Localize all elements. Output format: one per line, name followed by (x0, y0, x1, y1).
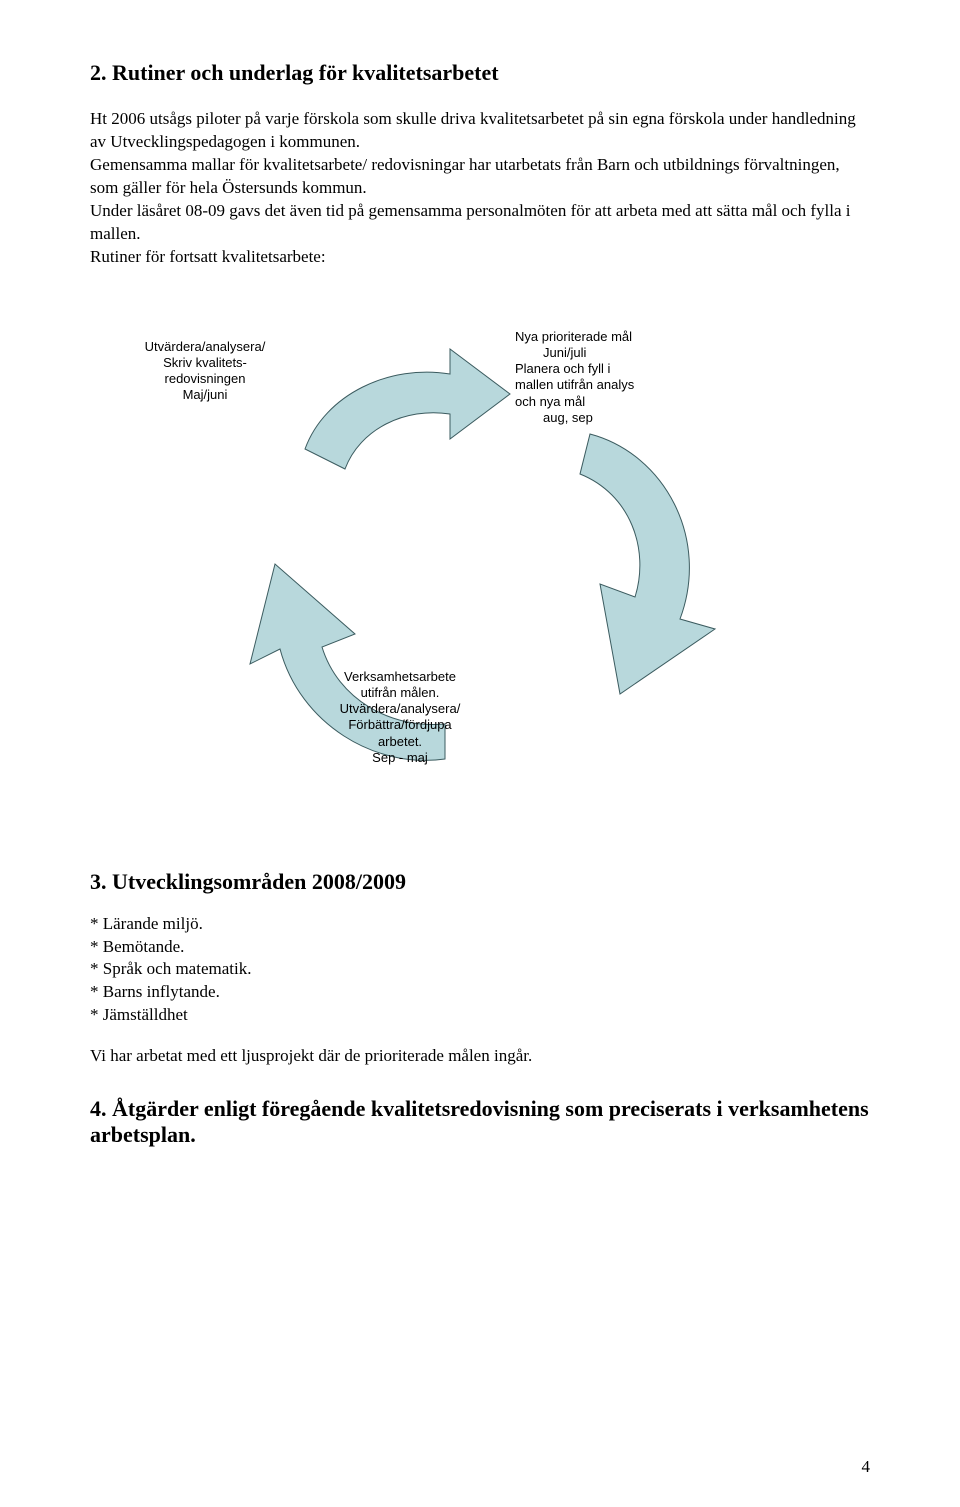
bottom-l5: arbetet. (378, 734, 422, 749)
left-l2: Skriv kvalitets- (163, 355, 247, 370)
p4: Rutiner för fortsatt kvalitetsarbete: (90, 247, 326, 266)
right-l3: Planera och fyll i (515, 361, 610, 376)
section-3-bullets: * Lärande miljö. * Bemötande. * Språk oc… (90, 913, 870, 1028)
bullet-5: * Jämställdhet (90, 1005, 188, 1024)
p2: Gemensamma mallar för kvalitetsarbete/ r… (90, 155, 840, 197)
right-l5: och nya mål (515, 394, 585, 409)
right-l6: aug, sep (515, 410, 593, 425)
section-3-paragraph: Vi har arbetat med ett ljusprojekt där d… (90, 1045, 870, 1068)
arrow-right (580, 434, 715, 694)
diagram-label-bottom: Verksamhetsarbete utifrån målen. Utvärde… (320, 669, 480, 767)
bottom-l3: Utvärdera/analysera/ (340, 701, 461, 716)
bullet-3: * Språk och matematik. (90, 959, 251, 978)
left-l4: Maj/juni (183, 387, 228, 402)
bullet-4: * Barns inflytande. (90, 982, 220, 1001)
bullet-2: * Bemötande. (90, 937, 184, 956)
right-l2: Juni/juli (515, 345, 586, 360)
right-l1: Nya prioriterade mål (515, 329, 632, 344)
right-l4: mallen utifrån analys (515, 377, 634, 392)
cycle-diagram: Utvärdera/analysera/ Skriv kvalitets- re… (90, 279, 870, 839)
section-4-heading: 4. Åtgärder enligt föregående kvalitetsr… (90, 1096, 870, 1148)
section-3-heading: 3. Utvecklingsområden 2008/2009 (90, 869, 870, 895)
bottom-l1: Verksamhetsarbete (344, 669, 456, 684)
bottom-l4: Förbättra/fördjupa (348, 717, 451, 732)
left-l1: Utvärdera/analysera/ (145, 339, 266, 354)
page-number: 4 (862, 1457, 871, 1477)
diagram-label-left: Utvärdera/analysera/ Skriv kvalitets- re… (130, 339, 280, 404)
p3: Under läsåret 08-09 gavs det även tid på… (90, 201, 850, 243)
bullet-1: * Lärande miljö. (90, 914, 203, 933)
bottom-l6: Sep - maj (372, 750, 428, 765)
left-l3: redovisningen (165, 371, 246, 386)
bottom-l2: utifrån målen. (361, 685, 440, 700)
section-2-heading: 2. Rutiner och underlag för kvalitetsarb… (90, 60, 870, 86)
p1: Ht 2006 utsågs piloter på varje förskola… (90, 109, 856, 151)
section-2-body: Ht 2006 utsågs piloter på varje förskola… (90, 108, 870, 269)
arrow-top-left (305, 349, 510, 469)
diagram-label-right: Nya prioriterade mål Juni/juli Planera o… (515, 329, 675, 427)
